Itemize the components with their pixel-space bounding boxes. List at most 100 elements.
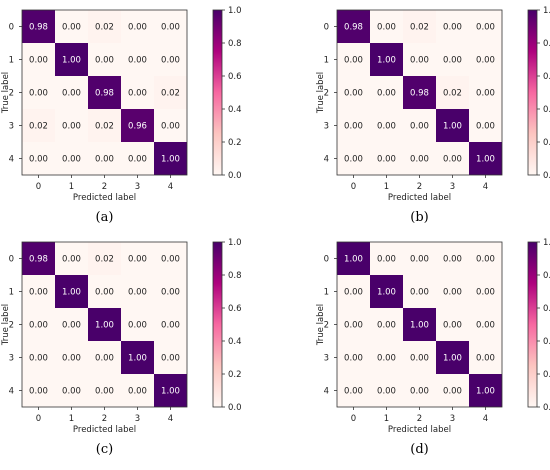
heatmap-cell: [55, 10, 88, 43]
heatmap-cell: [55, 142, 88, 175]
cell-value-label: 0.00: [62, 122, 81, 132]
y-axis-title: True label: [1, 72, 11, 114]
x-axis-title: Predicted label: [73, 193, 136, 203]
cell-value-label: 0.00: [128, 288, 147, 298]
cell-value-label: 0.00: [476, 321, 495, 331]
y-axis-title: True label: [1, 304, 11, 346]
y-tick-label: 1: [9, 288, 14, 298]
colorbar-tick-label: 1.0: [543, 238, 550, 248]
heatmap-cell: [22, 142, 55, 175]
x-tick-label: 4: [168, 414, 173, 424]
y-tick-label: 1: [324, 288, 329, 298]
cell-value-label: 0.02: [29, 122, 48, 132]
x-tick-label: 3: [450, 414, 455, 424]
heatmap-cell: [337, 142, 370, 175]
heatmap-cell: [403, 308, 436, 341]
heatmap-cell: [469, 10, 502, 43]
cell-value-label: 1.00: [476, 387, 495, 397]
heatmap-cell: [154, 374, 187, 407]
cell-value-label: 1.00: [128, 354, 147, 364]
colorbar-tick-label: 0.2: [228, 138, 242, 148]
cell-value-label: 0.00: [443, 23, 462, 33]
cell-value-label: 0.00: [62, 387, 81, 397]
colorbar-tick-label: 0.0: [543, 171, 550, 181]
cell-value-label: 0.98: [95, 89, 114, 99]
cell-value-label: 0.00: [62, 321, 81, 331]
cell-value-label: 0.00: [29, 354, 48, 364]
heatmap-cell: [436, 242, 469, 275]
heatmap-cell: [55, 43, 88, 76]
cell-value-label: 0.00: [62, 89, 81, 99]
cell-value-label: 0.00: [377, 155, 396, 165]
cell-value-label: 0.00: [29, 89, 48, 99]
cell-value-label: 0.00: [410, 255, 429, 265]
cell-value-label: 0.00: [443, 56, 462, 66]
x-tick-label: 4: [483, 414, 488, 424]
x-tick-label: 0: [36, 414, 41, 424]
cell-value-label: 0.00: [377, 255, 396, 265]
heatmap-cell: [337, 374, 370, 407]
heatmap-cell: [403, 242, 436, 275]
heatmap-cell: [403, 43, 436, 76]
heatmap-cell: [403, 76, 436, 109]
cell-value-label: 1.00: [410, 321, 429, 331]
cell-value-label: 0.00: [410, 56, 429, 66]
heatmap-cell: [337, 10, 370, 43]
cell-value-label: 0.00: [62, 155, 81, 165]
heatmap-cell: [469, 275, 502, 308]
confusion-matrix-panel-1: 0.98 0.00 0.02 0.00 0.000.00 1.00 0.00 0.00 0.00…: [316, 6, 550, 225]
heatmap-cell: [370, 109, 403, 142]
y-tick-label: 3: [324, 354, 329, 364]
heatmap-cell: [469, 76, 502, 109]
cell-value-label: 0.00: [128, 255, 147, 265]
cell-value-label: 0.00: [95, 56, 114, 66]
heatmap-cell: [88, 142, 121, 175]
heatmap-cell: [436, 142, 469, 175]
cell-value-label: 0.00: [95, 155, 114, 165]
cell-value-label: 0.02: [161, 89, 180, 99]
heatmap-cell: [469, 308, 502, 341]
cell-value-label: 0.98: [29, 255, 48, 265]
heatmap-cell: [370, 10, 403, 43]
heatmap-cell: [22, 341, 55, 374]
cell-value-label: 1.00: [476, 155, 495, 165]
heatmap-cell: [121, 142, 154, 175]
colorbar-tick-label: 0.4: [543, 337, 550, 347]
cell-value-label: 0.00: [62, 354, 81, 364]
cell-value-label: 0.00: [410, 354, 429, 364]
heatmap-cell: [370, 43, 403, 76]
colorbar-tick-label: 0.4: [228, 337, 242, 347]
y-axis-title: True label: [316, 72, 326, 114]
heatmap-cell: [55, 341, 88, 374]
heatmap-cell: [154, 242, 187, 275]
heatmap-cell: [370, 142, 403, 175]
heatmap-cell: [436, 109, 469, 142]
cell-value-label: 0.00: [128, 56, 147, 66]
cell-value-label: 0.02: [410, 23, 429, 33]
heatmap-cell: [403, 275, 436, 308]
heatmap-cell: [121, 308, 154, 341]
cell-value-label: 1.00: [161, 387, 180, 397]
x-tick-label: 0: [36, 182, 41, 192]
heatmap-cell: [88, 275, 121, 308]
heatmap-cell: [337, 76, 370, 109]
x-tick-label: 3: [135, 182, 140, 192]
cell-value-label: 0.00: [443, 387, 462, 397]
heatmap-cell: [469, 109, 502, 142]
heatmap-cell: [154, 76, 187, 109]
heatmap-cell: [370, 275, 403, 308]
cell-value-label: 0.02: [443, 89, 462, 99]
colorbar-tick-label: 0.8: [543, 271, 550, 281]
heatmap-cell: [436, 76, 469, 109]
cell-value-label: 0.00: [344, 155, 363, 165]
heatmap-cell: [370, 341, 403, 374]
heatmap-cell: [22, 43, 55, 76]
heatmap-cell: [436, 374, 469, 407]
cell-value-label: 0.00: [95, 354, 114, 364]
cell-value-label: 0.00: [344, 288, 363, 298]
colorbar: [212, 241, 223, 408]
y-tick-label: 4: [9, 387, 14, 397]
y-tick-label: 1: [324, 56, 329, 66]
cell-value-label: 0.98: [410, 89, 429, 99]
